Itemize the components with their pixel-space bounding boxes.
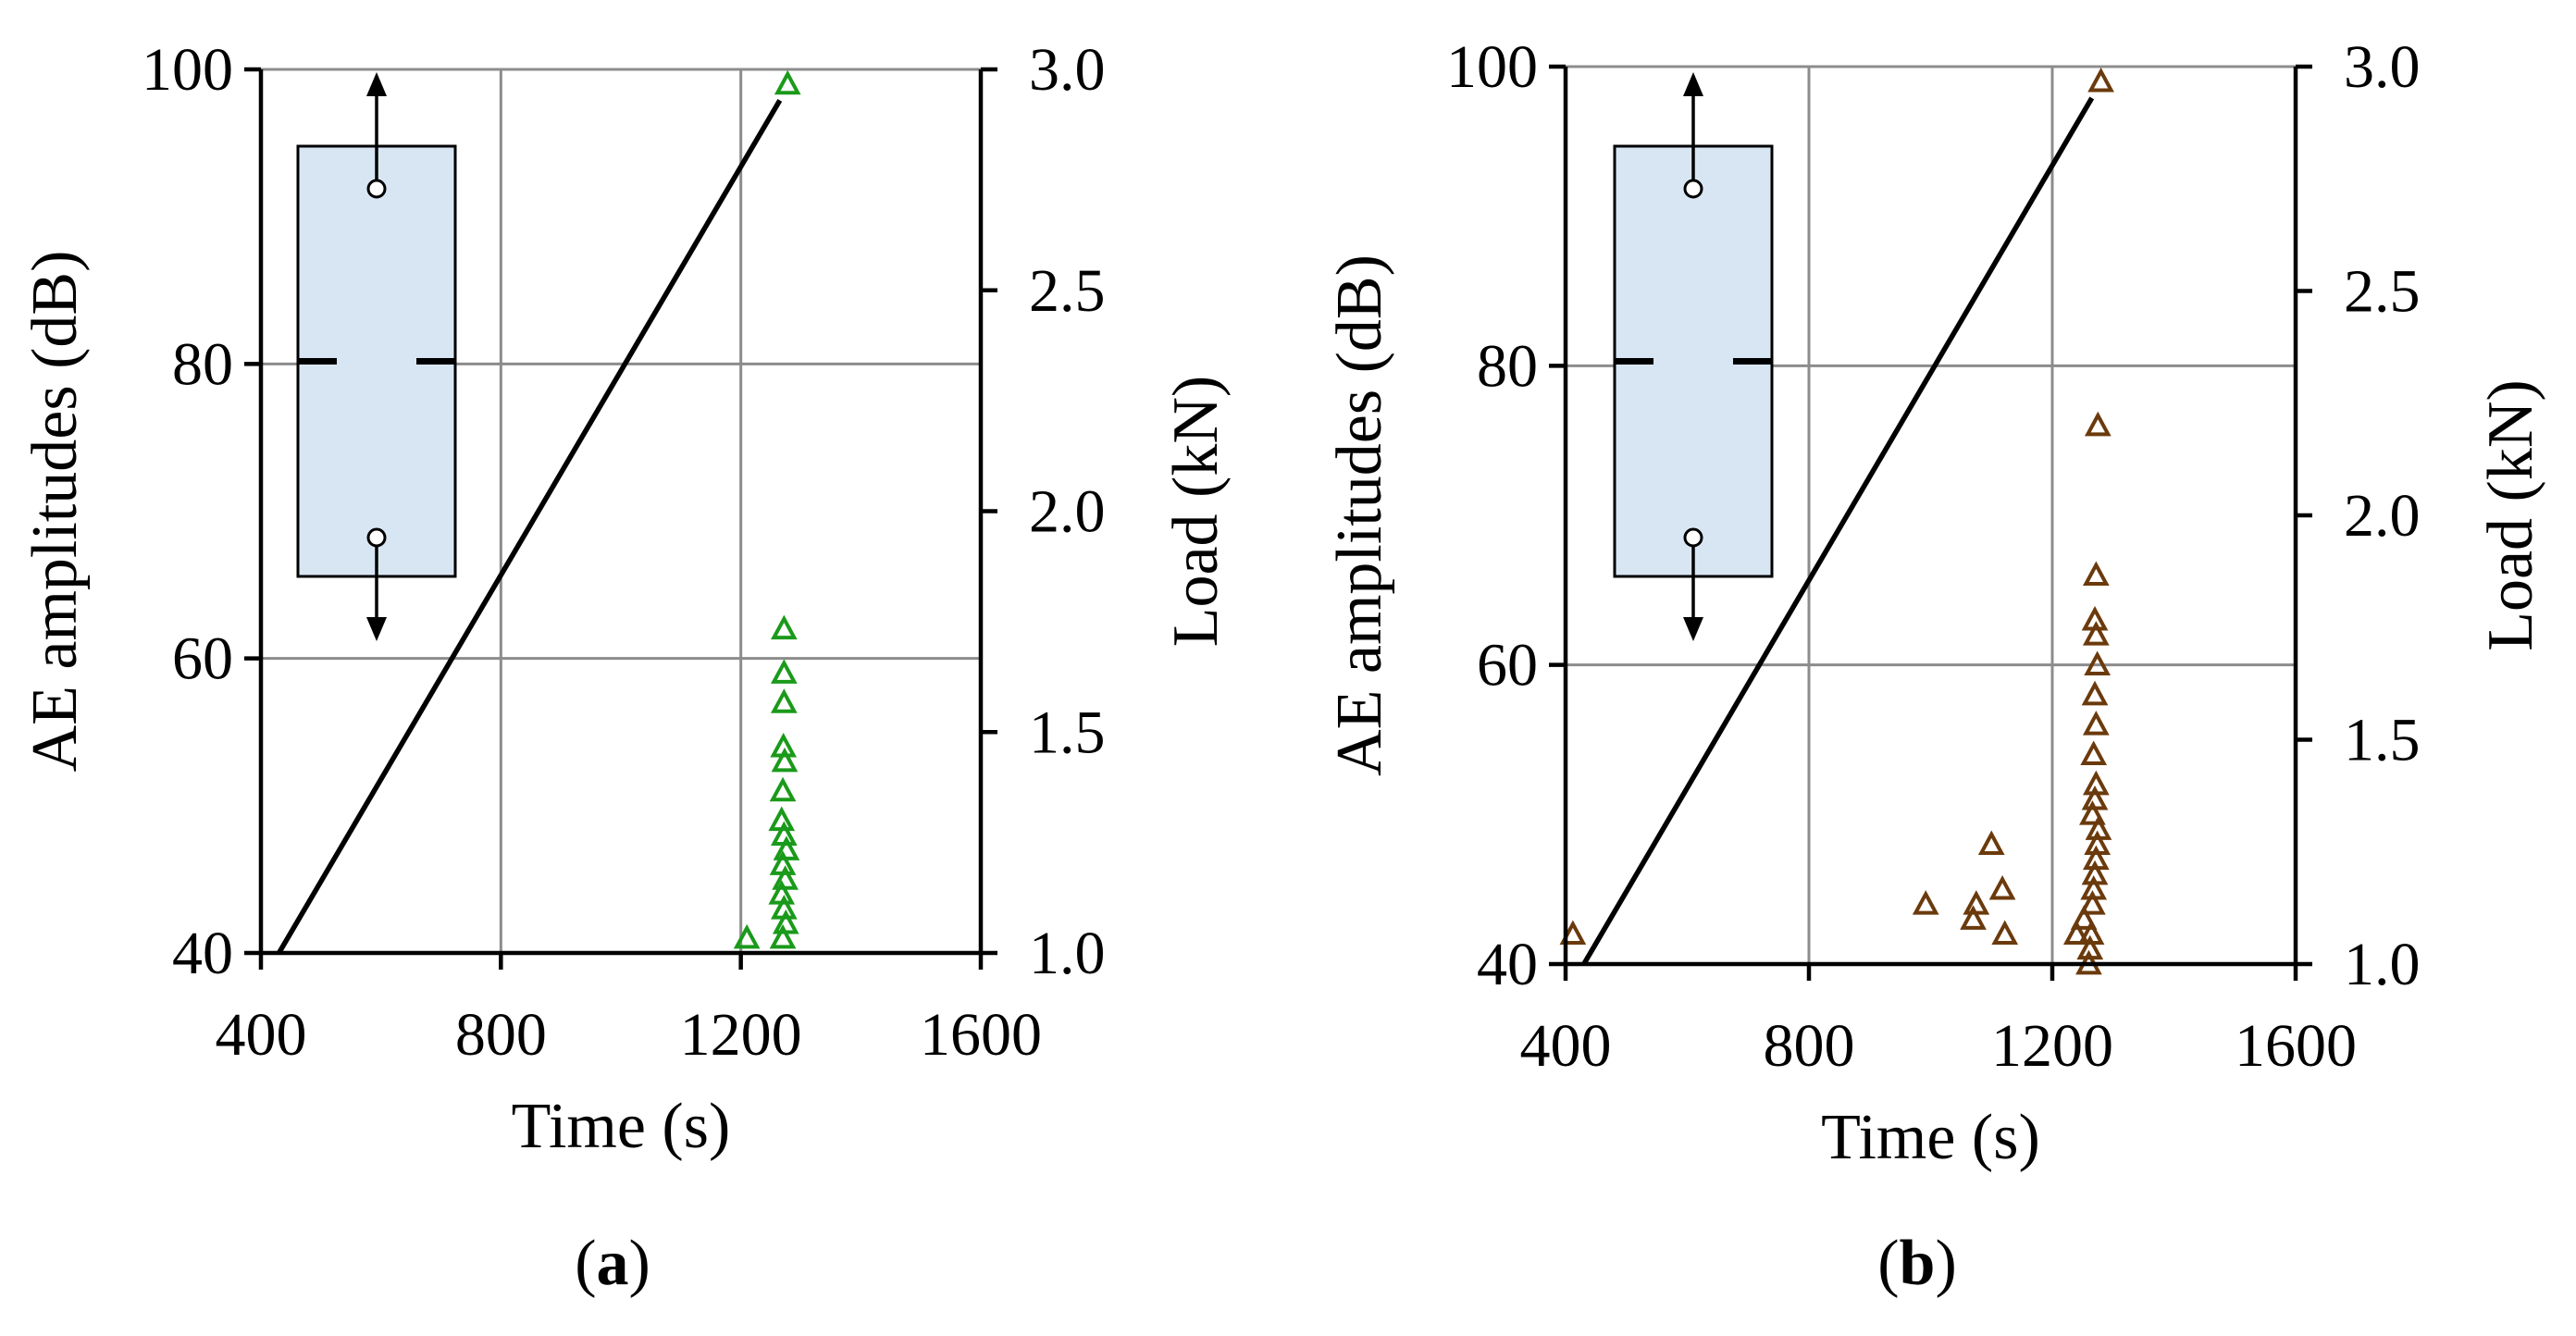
- ae-hit-marker: [1559, 920, 1587, 946]
- ae-hit-marker: [2082, 711, 2110, 736]
- specimen-inset: [1613, 72, 1774, 641]
- load-curve: [1581, 96, 2095, 966]
- load-curve: [277, 99, 783, 955]
- y-axis-title: AE amplitudes (dB): [1324, 254, 1395, 776]
- ae-hit-marker: [1991, 920, 2019, 946]
- ae-hit-marker: [2087, 67, 2114, 93]
- ae-hit-marker: [769, 850, 797, 875]
- ae-hit-marker: [774, 69, 801, 95]
- ae-hit-marker: [2082, 621, 2110, 646]
- panel-caption: (a): [575, 1228, 650, 1299]
- ae-hit-marker: [772, 865, 799, 890]
- ae-hit-marker: [2084, 830, 2112, 856]
- ae-hit-marker: [770, 732, 798, 758]
- ae-hit-marker: [1963, 890, 1990, 915]
- ae-hit-marker: [771, 747, 799, 773]
- ae-hit-marker: [2085, 815, 2112, 840]
- ae-hit-marker: [768, 880, 796, 905]
- ae-hit-marker: [2084, 411, 2112, 437]
- specimen-inset: [296, 72, 457, 641]
- x-tick-label: 1200: [680, 1001, 802, 1069]
- load-arrow-up-head: [1683, 72, 1703, 96]
- y2-axis-title: Load (kN): [1160, 376, 1232, 648]
- ae-hit-marker: [1960, 905, 1987, 930]
- y2-tick-label: 2.0: [1029, 478, 1106, 546]
- y-tick-label: 60: [1477, 632, 1538, 699]
- x-tick-label: 1600: [920, 1001, 1042, 1069]
- top-pin: [1683, 179, 1703, 199]
- load-arrow-up-head: [366, 72, 387, 96]
- x-axis-title: Time (s): [1821, 1102, 2040, 1173]
- ae-hit-marker: [2081, 680, 2109, 706]
- ae-hit-marker: [733, 923, 761, 949]
- x-tick-label: 1200: [1991, 1012, 2113, 1080]
- y-tick-label: 40: [172, 920, 233, 987]
- ae-hit-marker: [2080, 874, 2108, 900]
- ae-hit-marker: [2080, 740, 2108, 766]
- ae-hit-marker: [1977, 830, 2005, 856]
- ae-hit-marker: [2077, 920, 2105, 946]
- ae-hit-marker: [2082, 845, 2110, 871]
- y-tick-label: 100: [1446, 33, 1538, 101]
- y2-tick-label: 2.5: [2344, 258, 2421, 326]
- panel-a: 40 60 80 100 1.0 1.5 2.0 2.5 3.0 400 800 1200 1600 Ti…: [19, 36, 1232, 1299]
- panel-b: 40 60 80 100 1.0 1.5 2.0 2.5 3.0 400 800 1200 1600 Ti…: [1324, 33, 2546, 1299]
- y2-tick-label: 1.0: [1029, 920, 1106, 987]
- ae-hit-marker: [2082, 770, 2110, 796]
- ae-hit-marker: [770, 821, 798, 847]
- x-tick-label: 1600: [2235, 1012, 2357, 1080]
- panel-caption: (b): [1877, 1228, 1957, 1299]
- ae-hit-marker: [769, 776, 797, 802]
- top-pin: [366, 179, 387, 199]
- y-tick-label: 80: [172, 330, 233, 398]
- y-tick-label: 60: [172, 625, 233, 693]
- y-tick-label: 80: [1477, 332, 1538, 400]
- ae-hit-marker: [2079, 800, 2106, 825]
- y-tick-label: 100: [142, 36, 233, 104]
- y2-tick-label: 3.0: [1029, 36, 1106, 104]
- ae-hit-marker: [769, 923, 797, 949]
- ae-hit-marker: [770, 895, 798, 920]
- bottom-pin: [1683, 527, 1703, 548]
- load-arrow-down-head: [1683, 617, 1703, 641]
- ae-hit-marker: [2062, 920, 2090, 946]
- x-tick-label: 400: [216, 1001, 307, 1069]
- ae-hit-marker: [1912, 890, 1939, 915]
- ae-hit-marker: [2076, 934, 2104, 960]
- ae-hit-marker: [770, 659, 798, 684]
- ae-hit-marker: [2084, 650, 2112, 676]
- ae-hit-marker: [2081, 860, 2109, 885]
- ae-hit-marker: [1988, 874, 2016, 900]
- y2-axis-title: Load (kN): [2475, 379, 2546, 651]
- y2-tick-label: 2.5: [1029, 257, 1106, 325]
- ae-hit-marker: [2070, 905, 2098, 930]
- ae-hit-marker: [770, 614, 798, 640]
- y-tick-label: 40: [1477, 931, 1538, 998]
- y2-tick-label: 1.5: [1029, 699, 1106, 766]
- ae-hit-marker: [773, 835, 800, 860]
- y2-tick-label: 1.0: [2344, 931, 2421, 998]
- x-tick-label: 800: [1764, 1012, 1855, 1080]
- x-tick-label: 400: [1520, 1012, 1612, 1080]
- ae-hit-marker: [768, 806, 796, 832]
- ae-hit-marker: [2081, 605, 2109, 631]
- ae-hit-marker: [2082, 561, 2110, 587]
- ae-hit-marker: [2079, 890, 2106, 915]
- y2-tick-label: 3.0: [2344, 33, 2421, 101]
- y-axis-title: AE amplitudes (dB): [19, 251, 91, 773]
- load-arrow-down-head: [366, 617, 387, 641]
- ae-hit-marker: [2081, 785, 2109, 810]
- x-axis-title: Time (s): [512, 1091, 731, 1162]
- y2-tick-label: 1.5: [2344, 707, 2421, 774]
- bottom-pin: [366, 527, 387, 548]
- ae-hit-marker: [772, 909, 799, 934]
- x-tick-label: 800: [455, 1001, 547, 1069]
- y2-tick-label: 2.0: [2344, 482, 2421, 550]
- ae-hit-marker: [770, 688, 798, 713]
